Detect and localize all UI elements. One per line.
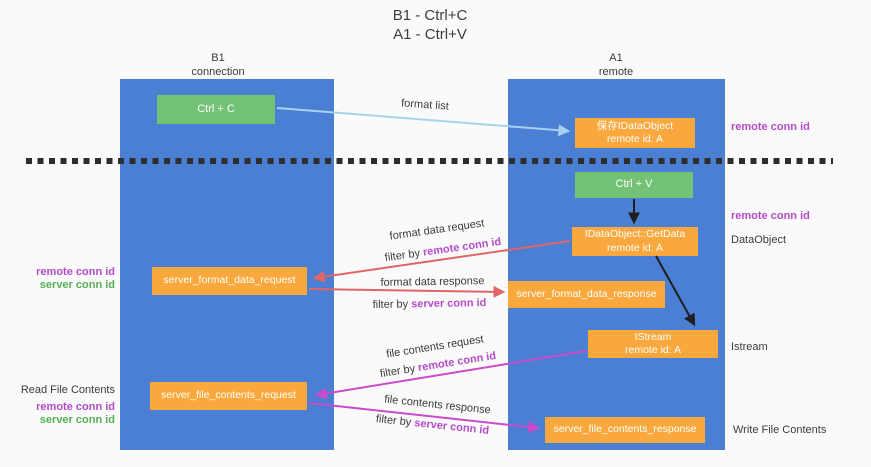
node-sublabel: remote id: A — [624, 344, 682, 356]
diagram-title: B1 - Ctrl+C A1 - Ctrl+V — [330, 7, 530, 45]
lane-a1-name: A1 — [609, 52, 623, 64]
lane-b1-name: B1 — [211, 52, 225, 64]
side-label-istream: Istream — [731, 341, 768, 353]
lane-a1-role: remote — [598, 65, 634, 78]
lane-header-a1: A1 remote — [556, 52, 676, 80]
remote-conn-id-text: remote conn id — [422, 235, 502, 259]
title-line-2: A1 - Ctrl+V — [393, 25, 467, 43]
side-label-remote-conn-id-top: remote conn id — [731, 121, 810, 133]
node-label: IStream — [634, 330, 672, 343]
server-conn-id-text: server conn id — [411, 297, 487, 311]
server-conn-id-text: server conn id — [413, 417, 490, 437]
node-istream: IStream remote id: A — [588, 330, 718, 358]
filter-by-text: filter by — [375, 413, 415, 430]
node-label: server_format_data_request — [163, 274, 296, 287]
side-label-server-conn-id-left: server conn id — [39, 279, 115, 291]
node-idataobject-getdata: IDataObject::GetData remote id: A — [572, 227, 698, 256]
node-server-format-data-request: server_format_data_request — [152, 267, 307, 295]
side-label-dataobject: DataObject — [731, 234, 787, 246]
node-label: IDataObject::GetData — [584, 228, 686, 241]
filter-by-text: filter by — [372, 298, 412, 311]
node-label: server_file_contents_request — [161, 389, 296, 402]
side-label-write-file-contents: Write File Contents — [733, 424, 827, 436]
node-sublabel: remote id: A — [606, 241, 664, 254]
side-label-remote-conn-id-left: remote conn id — [36, 266, 115, 278]
side-label-remote-conn-id-left-2: remote conn id — [36, 401, 115, 413]
flow-label-filter-server-1: filter by server conn id — [362, 297, 497, 311]
lane-b1-role: connection — [191, 65, 245, 78]
node-server-file-contents-request: server_file_contents_request — [150, 382, 307, 410]
flow-label-filter-server-2: filter by server conn id — [365, 412, 501, 438]
title-line-1: B1 - Ctrl+C — [392, 7, 468, 24]
node-save-idataobject: 保存IDataObject remote id: A — [575, 118, 695, 148]
node-label: server_format_data_response — [516, 287, 657, 300]
side-label-server-conn-id-left-2: server conn id — [39, 414, 115, 426]
node-server-file-contents-response: server_file_contents_response — [545, 417, 705, 443]
node-server-format-data-response: server_format_data_response — [508, 281, 665, 308]
filter-by-text: filter by — [379, 362, 420, 381]
node-ctrl-v-label: Ctrl + V — [615, 178, 653, 191]
node-label: 保存IDataObject — [596, 119, 674, 132]
side-label-read-file-contents: Read File Contents — [20, 384, 115, 396]
filter-by-text: filter by — [384, 246, 424, 265]
node-ctrl-v: Ctrl + V — [575, 172, 693, 198]
flow-label-file-contents-response: file contents response — [383, 393, 492, 417]
flow-label-format-list: format list — [400, 97, 450, 113]
node-ctrl-c: Ctrl + C — [157, 95, 275, 124]
node-sublabel: remote id: A — [606, 133, 664, 145]
lane-header-b1: B1 connection — [158, 52, 278, 80]
node-label: server_file_contents_response — [553, 423, 697, 436]
flow-label-format-data-response: format data response — [380, 275, 485, 289]
node-ctrl-c-label: Ctrl + C — [197, 102, 235, 115]
arrow-format-data-response — [308, 285, 506, 298]
side-label-remote-conn-id-mid: remote conn id — [731, 210, 810, 222]
